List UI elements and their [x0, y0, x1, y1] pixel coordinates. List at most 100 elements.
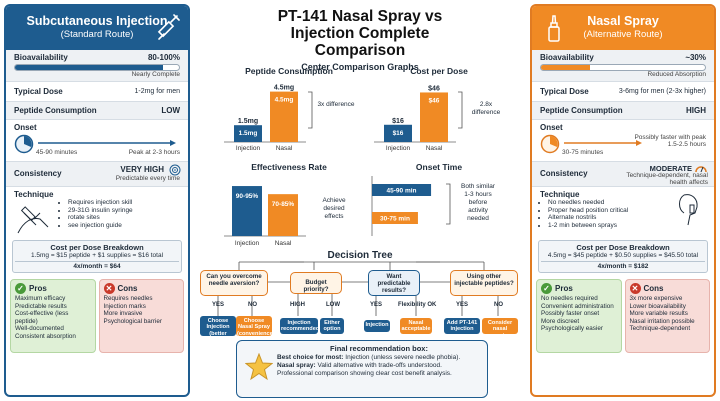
onset-peak: Possibly faster with peak 1.5-2.5 hours [634, 134, 706, 148]
cons-box: ✕ Cons Requires needles Injection marks M… [98, 279, 184, 353]
cost-breakdown-box: Cost per Dose Breakdown 1.5mg = $15 pept… [12, 240, 182, 273]
data-label: 4.5mg [274, 85, 294, 92]
leaf-either-option: Either option [320, 318, 344, 334]
bar-inner-label: 4.5mg [275, 97, 294, 104]
onset-label: Onset [540, 123, 563, 132]
technique-item: No needles needed [548, 199, 628, 207]
con-item: Technique-dependent [629, 325, 691, 333]
bracket [308, 91, 313, 129]
leaf-add-injection: Add PT-141 injection [444, 318, 480, 334]
chart-title: Onset Time [415, 162, 463, 172]
charts-heading: Center Comparison Graphs [301, 62, 419, 72]
nasal-panel: Nasal Spray (Alternative Route) Bioavail… [530, 4, 716, 397]
bioavailability-label: Bioavailability [540, 53, 594, 62]
bioavailability-bar [540, 64, 706, 71]
technique-list: Requires injection skill 29-31G insulin … [58, 199, 133, 235]
annotation: activity [468, 207, 489, 214]
bar [384, 124, 412, 142]
data-label: 45-90 min [387, 188, 417, 195]
technique-item: 1-2 min between sprays [548, 222, 628, 230]
data-label: 90-95% [236, 193, 259, 200]
con-item: Psychological barrier [103, 317, 162, 325]
no-label: NO [248, 302, 257, 308]
pro-item: More discreet [541, 317, 580, 325]
cost-line: 1.5mg = $15 peptide + $1 supplies = $16 … [30, 252, 164, 259]
leaf-nasal-acceptable: Nasal acceptable [400, 318, 432, 334]
tick-label: Injection [235, 240, 260, 247]
con-item: More invasive [103, 310, 143, 318]
injection-panel: Subcutaneous Injection (Standard Route) … [4, 4, 190, 397]
decision-tree-title: Decision Tree [327, 250, 393, 261]
onset-section: Onset 30-75 minutes Possibly faster with… [532, 120, 714, 162]
cost-line: 4.5mg = $45 peptide + $0.50 supplies = $… [547, 252, 699, 259]
syringe-icon [157, 14, 180, 40]
yes-label: YES [370, 302, 383, 308]
consistency-label: Consistency [540, 169, 588, 178]
bioavailability-note: Nearly Complete [131, 71, 180, 78]
cost-title: Cost per Dose Breakdown [576, 243, 670, 252]
yes-label: YES [212, 302, 225, 308]
bar [420, 92, 448, 142]
onset-start: 45-90 minutes [36, 149, 78, 156]
data-label: 30-75 min [380, 216, 410, 223]
annotation: Achieve [322, 197, 346, 204]
yes-label: YES [456, 302, 469, 308]
data-label: $16 [392, 118, 404, 125]
pro-item: Cost-effective (less peptide) [15, 310, 69, 325]
onset-start: 30-75 minutes [562, 149, 604, 156]
onset-arrow [38, 140, 176, 146]
tick-label: Injection [236, 145, 261, 152]
consistency-value: VERY HIGH [120, 165, 164, 174]
annotation: before [469, 199, 488, 206]
consumption-chart: Peptide Consumption Injection 1.5mg 1.5mg N… [214, 66, 364, 158]
con-item: 3x more expensive [629, 295, 683, 302]
annotation: 2.8x [480, 101, 493, 108]
decision-tree-connectors [217, 261, 499, 316]
nasal-title: Nasal Spray [587, 14, 659, 28]
bar-inner-label: 1.5mg [239, 130, 258, 137]
bar [234, 125, 262, 142]
annotation: difference [472, 109, 501, 116]
leaf-choose-nasal: Choose Nasal Spray (convenience over cos… [236, 316, 273, 343]
star-icon [245, 353, 273, 381]
pro-item: Well-documented [15, 325, 64, 333]
decision-q1: Can you overcome needle aversion? [200, 270, 268, 296]
consumption-row: Peptide Consumption HIGH [532, 102, 714, 120]
consumption-label: Peptide Consumption [14, 106, 97, 115]
technique-item: rotate sites [68, 214, 133, 222]
onset-section: Onset 45-90 minutes Peak at 2-3 hours [6, 120, 188, 162]
pro-item: Predictable results [15, 302, 67, 310]
dose-label: Typical Dose [14, 87, 63, 96]
bioavailability-fill [15, 65, 163, 70]
cons-title: Cons [117, 284, 138, 293]
bioavailability-label: Bioavailability [14, 53, 68, 62]
tick-label: Nasal [275, 240, 292, 247]
bioavailability-value: 80-100% [147, 53, 180, 62]
onset-label: Onset [14, 123, 37, 132]
bar [232, 186, 262, 236]
annotation: 3x difference [317, 101, 354, 108]
bar [372, 212, 418, 224]
bioavailability-fill [541, 65, 591, 70]
dose-label: Typical Dose [540, 87, 589, 96]
technique-item: Alternate nostrils [548, 214, 628, 222]
high-label: HIGH [290, 302, 305, 308]
pros-box: ✓ Pros No needles required Convenient adm… [536, 279, 622, 353]
cons-box: ✕ Cons 3x more expensive Lower bioavailab… [624, 279, 710, 353]
clock-icon [14, 134, 34, 154]
bar-inner-label: $16 [393, 130, 404, 137]
consumption-value: HIGH [686, 106, 706, 115]
technique-item: 29-31G insulin syringe [68, 207, 133, 215]
dose-value: 3-6mg for men (2-3x higher) [618, 88, 706, 95]
final-recommendation-box: Final recommendation box: Best choice fo… [236, 340, 488, 398]
consumption-row: Peptide Consumption LOW [6, 102, 188, 120]
chart-title: Effectiveness Rate [251, 162, 327, 172]
bar [270, 91, 298, 142]
no-label: NO [494, 302, 503, 308]
technique-item: Requires injection skill [68, 199, 133, 207]
bar [372, 184, 432, 196]
con-item: Lower bioavailability [629, 302, 686, 310]
decision-q3: Want predictable results? [368, 270, 420, 296]
bioavailability-bar [14, 64, 180, 71]
injection-subtitle: (Standard Route) [60, 29, 134, 40]
